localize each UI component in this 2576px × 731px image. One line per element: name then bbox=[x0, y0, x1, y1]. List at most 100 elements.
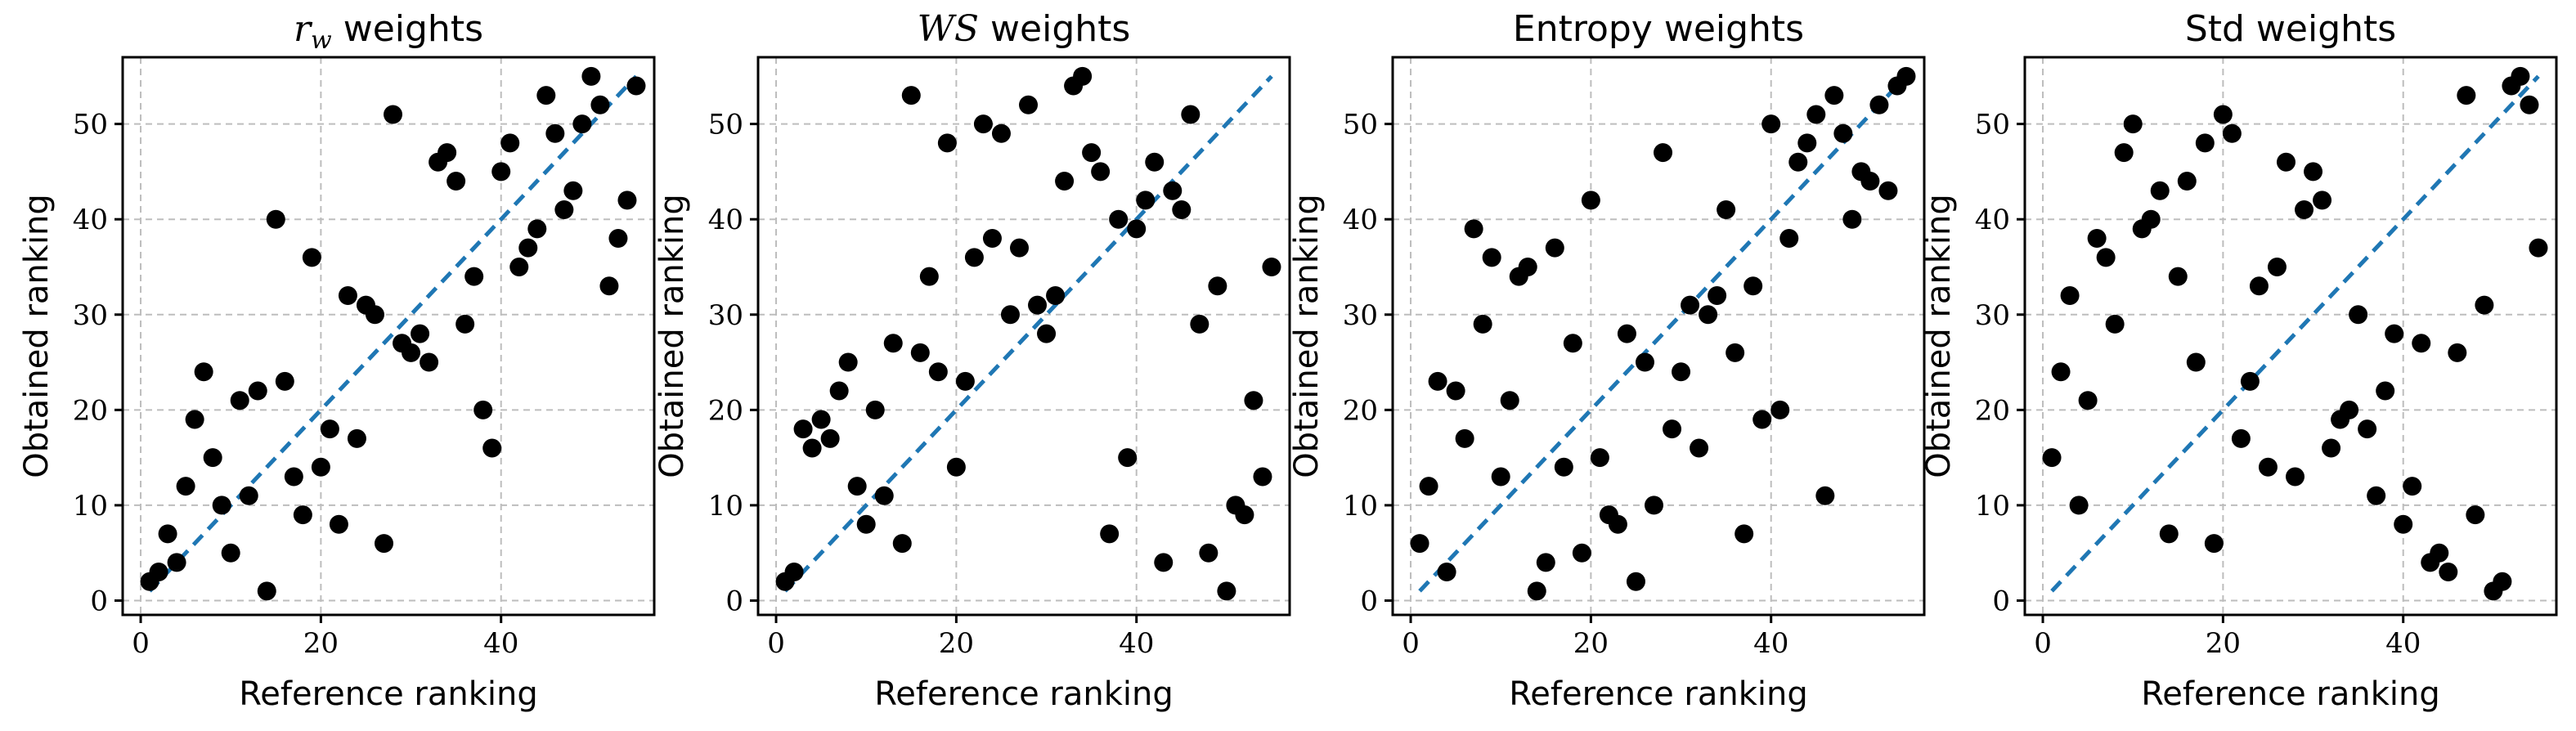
y-tick-label: 0 bbox=[1360, 585, 1378, 618]
data-point bbox=[919, 267, 939, 286]
y-tick-label: 40 bbox=[73, 204, 108, 236]
data-point bbox=[203, 448, 222, 468]
data-point bbox=[1644, 496, 1663, 515]
data-point bbox=[2385, 324, 2404, 343]
data-point bbox=[311, 457, 330, 477]
data-point bbox=[1690, 438, 1709, 458]
y-axis-label: Obtained ranking bbox=[18, 194, 56, 478]
data-point bbox=[500, 133, 520, 153]
data-point bbox=[320, 419, 339, 439]
data-point bbox=[2141, 209, 2161, 229]
data-point bbox=[2367, 486, 2386, 505]
data-point bbox=[590, 95, 610, 114]
y-tick-label: 50 bbox=[1975, 109, 2010, 141]
y-tick-label: 30 bbox=[1975, 299, 2010, 332]
data-point bbox=[2204, 534, 2224, 554]
data-point bbox=[221, 543, 240, 563]
data-point bbox=[2060, 285, 2080, 305]
data-point bbox=[1752, 410, 1772, 429]
data-point bbox=[1028, 295, 1048, 315]
x-tick-label: 40 bbox=[1119, 627, 1154, 660]
data-point bbox=[1082, 143, 1102, 163]
data-point bbox=[1154, 553, 1174, 572]
data-point bbox=[1896, 66, 1916, 86]
data-point bbox=[1217, 581, 1236, 601]
data-point bbox=[793, 419, 813, 439]
data-point bbox=[248, 381, 267, 401]
data-point bbox=[1735, 524, 1754, 544]
data-point bbox=[617, 191, 637, 210]
y-tick-label: 20 bbox=[708, 394, 743, 427]
data-point bbox=[464, 267, 484, 286]
x-tick-label: 40 bbox=[1753, 627, 1788, 660]
data-point bbox=[1869, 95, 1889, 114]
data-point bbox=[420, 352, 439, 372]
data-point bbox=[1797, 133, 1817, 153]
data-point bbox=[2313, 191, 2332, 210]
data-point bbox=[1437, 563, 1456, 582]
data-point bbox=[946, 457, 966, 477]
reference-line bbox=[1418, 74, 1908, 593]
data-point bbox=[1833, 123, 1853, 143]
data-point bbox=[811, 410, 831, 429]
y-axis-label: Obtained ranking bbox=[653, 194, 691, 478]
data-point bbox=[581, 66, 601, 86]
data-point bbox=[2457, 86, 2476, 105]
data-point bbox=[1708, 285, 1727, 305]
data-point bbox=[2069, 496, 2089, 515]
data-point bbox=[518, 238, 538, 258]
data-point bbox=[1491, 467, 1510, 487]
y-axis-label: Obtained ranking bbox=[1288, 194, 1326, 478]
title-text: weights bbox=[979, 8, 1130, 50]
chart-title: Entropy weights bbox=[1513, 8, 1804, 50]
data-point bbox=[892, 534, 912, 554]
data-point bbox=[2249, 276, 2269, 296]
data-point bbox=[1590, 448, 1609, 468]
data-point bbox=[1473, 314, 1492, 334]
data-point bbox=[1635, 352, 1654, 372]
data-point bbox=[149, 563, 168, 582]
chart-panel-2: 0 20 40 0 10 20 30 40 50 Reference ranking Obtaine… bbox=[653, 8, 1291, 713]
y-axis-label: Obtained ranking bbox=[1920, 194, 1958, 478]
data-point bbox=[1626, 572, 1645, 591]
data-point bbox=[158, 524, 177, 544]
data-point bbox=[275, 371, 294, 391]
data-point bbox=[2150, 181, 2170, 200]
data-point bbox=[1699, 305, 1718, 325]
data-point bbox=[1136, 191, 1156, 210]
y-tick-label: 20 bbox=[1343, 394, 1378, 427]
data-point bbox=[1726, 343, 1745, 362]
data-point bbox=[2159, 524, 2179, 544]
data-point bbox=[482, 438, 502, 458]
data-point bbox=[1563, 334, 1582, 353]
data-point bbox=[1244, 391, 1263, 410]
data-point bbox=[194, 362, 213, 382]
data-point bbox=[384, 105, 403, 124]
data-point bbox=[329, 514, 348, 534]
data-point bbox=[167, 553, 186, 572]
data-point bbox=[2475, 295, 2494, 315]
data-point bbox=[847, 477, 867, 496]
data-point bbox=[874, 486, 894, 505]
data-point bbox=[1536, 553, 1555, 572]
data-point bbox=[2213, 105, 2233, 124]
data-point bbox=[1000, 305, 1020, 325]
reference-line bbox=[783, 74, 1273, 593]
data-point bbox=[2430, 543, 2449, 563]
data-point bbox=[2529, 238, 2548, 258]
y-tick-label: 40 bbox=[1975, 204, 2010, 236]
data-point bbox=[2394, 514, 2413, 534]
data-point bbox=[572, 114, 592, 134]
data-point bbox=[928, 362, 948, 382]
data-point bbox=[1527, 581, 1546, 601]
x-axis-label: Reference ranking bbox=[1509, 675, 1807, 713]
data-point bbox=[599, 276, 619, 296]
x-tick-label: 0 bbox=[1402, 627, 1420, 660]
data-point bbox=[302, 248, 321, 267]
data-point bbox=[1055, 172, 1075, 191]
data-point bbox=[982, 229, 1002, 249]
data-point bbox=[2376, 381, 2395, 401]
data-point bbox=[2240, 371, 2260, 391]
data-point bbox=[2186, 352, 2206, 372]
